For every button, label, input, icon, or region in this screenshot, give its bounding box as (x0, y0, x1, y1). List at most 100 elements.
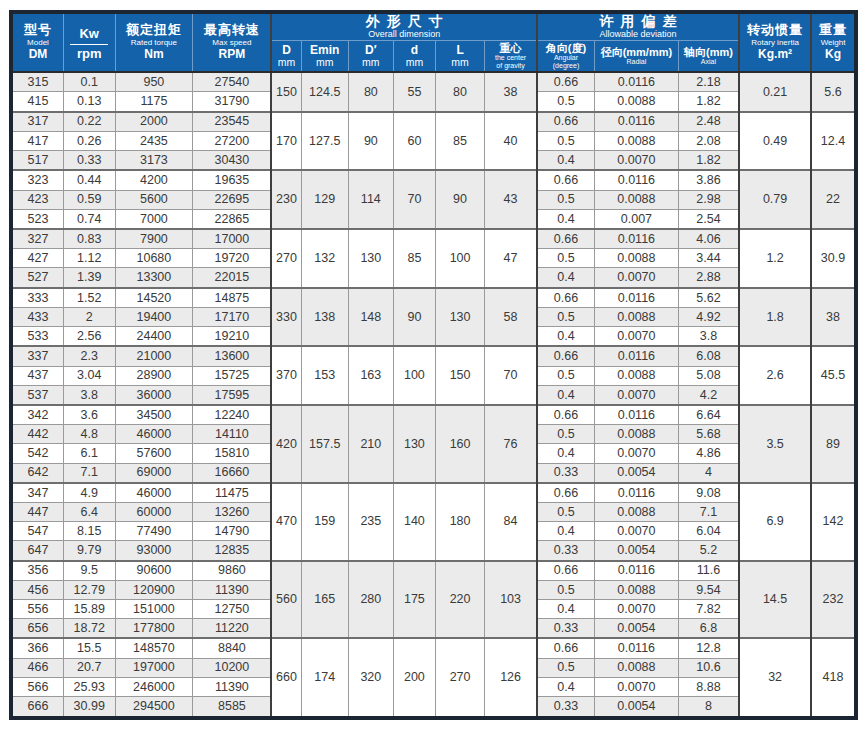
cell-torque: 148570 (115, 638, 193, 658)
cell-speed: 8585 (193, 696, 272, 718)
header-speed-en: Max speed (193, 38, 270, 47)
cell-speed: 19720 (193, 249, 272, 268)
cell-torque: 7000 (115, 209, 193, 229)
cell-kw: 6.1 (63, 444, 115, 463)
cell-axial: 5.08 (678, 366, 739, 385)
cell-dim-Emin: 132 (301, 229, 348, 288)
cell-angular: 0.66 (537, 638, 595, 658)
cell-torque: 60000 (115, 503, 193, 522)
cell-angular: 0.4 (537, 599, 595, 618)
header-model: 型号 Model DM (11, 12, 63, 72)
cell-dim-d: 60 (393, 112, 435, 171)
cell-kw: 0.83 (63, 229, 115, 249)
cell-speed: 11390 (193, 677, 272, 696)
cell-model: 317 (11, 112, 63, 132)
cell-axial: 4.86 (678, 444, 739, 463)
cell-dim-cg: 126 (485, 638, 537, 718)
cell-model: 666 (11, 696, 63, 718)
cell-torque: 46000 (115, 425, 193, 444)
cell-axial: 2.88 (678, 268, 739, 288)
cell-axial: 5.62 (678, 288, 739, 308)
cell-dim-L: 270 (436, 638, 485, 718)
cell-weight: 12.4 (811, 112, 856, 171)
cell-speed: 17595 (193, 385, 272, 405)
cell-dim-cg: 40 (485, 112, 537, 171)
cell-axial: 2.08 (678, 131, 739, 150)
cell-radial: 0.0116 (595, 112, 679, 132)
cell-model: 566 (11, 677, 63, 696)
cell-dim-L: 85 (436, 112, 485, 171)
cell-model: 466 (11, 658, 63, 677)
cell-speed: 19635 (193, 170, 272, 190)
cell-kw: 3.04 (63, 366, 115, 385)
header-dim-L: L mm (436, 41, 485, 73)
cell-angular: 0.4 (537, 385, 595, 405)
cell-radial: 0.0088 (595, 425, 679, 444)
cell-axial: 4.92 (678, 307, 739, 326)
cell-speed: 12240 (193, 405, 272, 425)
cell-speed: 27200 (193, 131, 272, 150)
cell-model: 517 (11, 150, 63, 170)
header-model-en: Model (13, 38, 63, 47)
cell-torque: 197000 (115, 658, 193, 677)
cell-radial: 0.0116 (595, 561, 679, 581)
cell-dim-cg: 43 (485, 170, 537, 229)
cell-model: 447 (11, 503, 63, 522)
cell-speed: 13260 (193, 503, 272, 522)
cell-speed: 27540 (193, 72, 272, 92)
header-power: Kw rpm (63, 12, 115, 72)
header-dev-radial-sub: Radial (595, 58, 678, 66)
header-inertia-en: Rotary inertia (740, 38, 810, 47)
cell-speed: 8840 (193, 638, 272, 658)
cell-torque: 120900 (115, 580, 193, 599)
header-torque-unit: Nm (116, 47, 193, 62)
cell-dim-Dp: 280 (348, 561, 393, 639)
header-dim-D: D mm (271, 41, 301, 73)
cell-torque: 4200 (115, 170, 193, 190)
cell-axial: 1.82 (678, 150, 739, 170)
header-torque: 额定扭矩 Rated torque Nm (115, 12, 193, 72)
cell-kw: 2 (63, 307, 115, 326)
cell-kw: 12.79 (63, 580, 115, 599)
table-row: 3569.59060098605601652801752201030.660.0… (11, 561, 856, 581)
cell-dim-d: 55 (393, 72, 435, 112)
cell-dim-D: 560 (271, 561, 301, 639)
cell-speed: 10200 (193, 658, 272, 677)
cell-dim-Dp: 80 (348, 72, 393, 112)
cell-inertia: 6.9 (739, 483, 811, 561)
cell-angular: 0.4 (537, 327, 595, 347)
cell-speed: 14110 (193, 425, 272, 444)
cell-kw: 3.8 (63, 385, 115, 405)
cell-kw: 9.79 (63, 541, 115, 561)
cell-inertia: 32 (739, 638, 811, 718)
cell-dim-D: 420 (271, 405, 301, 483)
cell-model: 437 (11, 366, 63, 385)
cell-torque: 2435 (115, 131, 193, 150)
cell-speed: 31790 (193, 92, 272, 112)
cell-dim-Dp: 235 (348, 483, 393, 561)
cell-axial: 1.82 (678, 92, 739, 112)
cell-model: 327 (11, 229, 63, 249)
cell-angular: 0.66 (537, 405, 595, 425)
header-dim-D-unit: mm (272, 57, 300, 68)
cell-radial: 0.0088 (595, 307, 679, 326)
header-dim-d: d mm (393, 41, 435, 73)
cell-dim-d: 200 (393, 638, 435, 718)
cell-radial: 0.0088 (595, 131, 679, 150)
header-speed: 最高转速 Max speed RPM (193, 12, 272, 72)
cell-angular: 0.66 (537, 170, 595, 190)
cell-radial: 0.0054 (595, 619, 679, 639)
cell-model: 423 (11, 190, 63, 209)
cell-torque: 246000 (115, 677, 193, 696)
cell-model: 417 (11, 131, 63, 150)
cell-axial: 2.18 (678, 72, 739, 92)
header-power-rpm: rpm (64, 45, 115, 61)
header-model-unit: DM (13, 47, 63, 62)
header-weight-zh: 重量 (812, 23, 854, 38)
cell-dim-d: 85 (393, 229, 435, 288)
cell-dim-Emin: 138 (301, 288, 348, 347)
cell-dim-L: 130 (436, 288, 485, 347)
cell-kw: 1.52 (63, 288, 115, 308)
cell-kw: 15.89 (63, 599, 115, 618)
cell-radial: 0.0088 (595, 658, 679, 677)
